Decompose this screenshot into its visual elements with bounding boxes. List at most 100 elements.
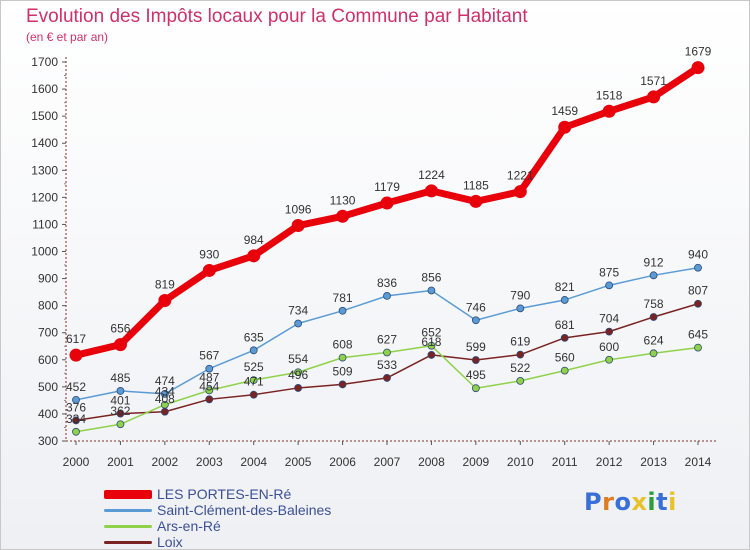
x-axis: 2000 2001 2002 2003 2004 2005 2006 2007 2008 2009… [63, 440, 718, 469]
data-label: 652 [421, 326, 441, 340]
data-label: 819 [155, 277, 175, 291]
data-point [649, 349, 658, 358]
data-label: 940 [688, 248, 708, 262]
data-point [558, 120, 572, 134]
data-label: 1130 [330, 193, 356, 207]
data-point [291, 219, 305, 233]
data-label: 856 [421, 270, 441, 284]
data-point [294, 384, 303, 392]
legend-item: Saint-Clément-des-Baleines [104, 502, 331, 518]
y-axis: 300 400 500 600 700 800 900 1000 1100 1200 1300 140… [31, 55, 67, 448]
data-point [160, 400, 169, 409]
legend-item: LES PORTES-EN-Ré [104, 486, 331, 502]
x-tick-label: 2011 [552, 455, 578, 469]
data-label: 704 [599, 312, 619, 326]
data-point [513, 185, 527, 199]
x-tick-label: 2001 [107, 455, 134, 469]
y-tick-label: 1200 [31, 190, 58, 204]
logo-letter: P [584, 488, 603, 516]
data-label: 560 [555, 351, 575, 365]
data-point [516, 377, 525, 385]
x-tick-label: 2012 [596, 455, 623, 469]
data-point [560, 296, 569, 304]
data-point [383, 374, 391, 382]
data-point [113, 338, 127, 352]
logo-letter: o [614, 488, 632, 516]
data-label: 599 [466, 340, 486, 354]
data-label: 746 [466, 300, 486, 314]
y-tick-label: 1500 [31, 109, 58, 123]
data-label: 495 [466, 368, 486, 382]
data-point [471, 384, 480, 393]
data-label: 401 [110, 394, 130, 408]
data-point [605, 281, 614, 290]
data-point [205, 395, 214, 404]
data-label: 434 [155, 385, 175, 399]
data-label: 984 [244, 233, 264, 247]
y-tick-label: 400 [38, 407, 58, 421]
data-label: 509 [333, 364, 353, 378]
data-point [116, 387, 125, 395]
data-label: 474 [155, 374, 175, 388]
legend-label: Ars-en-Ré [157, 518, 221, 534]
data-point [605, 355, 614, 364]
data-point [560, 333, 569, 342]
data-point [471, 356, 480, 364]
data-point [647, 90, 661, 104]
data-point [471, 316, 480, 325]
data-label: 522 [510, 361, 530, 375]
data-point [338, 353, 347, 362]
data-label: 567 [199, 349, 219, 363]
data-point [72, 395, 80, 404]
data-point [694, 343, 702, 352]
data-point [427, 341, 436, 350]
data-point [69, 348, 83, 362]
data-point [160, 389, 169, 398]
data-point [336, 209, 350, 223]
x-tick-label: 2006 [329, 455, 356, 469]
data-point [516, 350, 525, 359]
data-point [380, 196, 394, 210]
data-point [338, 306, 347, 315]
legend-item: Ars-en-Ré [104, 518, 331, 534]
data-point [116, 420, 125, 429]
data-label: 525 [244, 360, 264, 374]
data-label: 454 [199, 379, 219, 393]
legend-swatch [104, 540, 152, 544]
x-tick-label: 2004 [240, 455, 267, 469]
logo-letter: t [656, 488, 669, 516]
data-label: 533 [377, 358, 397, 372]
legend-label: Loix [157, 534, 183, 550]
data-label: 618 [421, 335, 441, 349]
data-point [649, 313, 658, 321]
data-point [427, 351, 436, 359]
data-point [202, 263, 216, 277]
data-point [338, 380, 347, 389]
data-label: 1179 [374, 180, 400, 194]
y-tick-label: 500 [38, 380, 58, 394]
y-tick-label: 1100 [32, 217, 58, 231]
data-label: 452 [66, 380, 86, 394]
data-point [249, 376, 258, 384]
data-label: 807 [688, 284, 708, 298]
chart-title: Evolution des Impôts locaux pour la Comm… [26, 6, 528, 27]
data-point [383, 291, 391, 300]
data-point [383, 348, 391, 357]
data-point [205, 386, 214, 395]
data-label: 781 [333, 291, 353, 305]
data-point [427, 286, 436, 295]
chart-legend: LES PORTES-EN-Ré Saint-Clément-des-Balein… [104, 486, 331, 550]
data-label: 1096 [285, 203, 312, 217]
data-point [72, 416, 80, 425]
logo-letter: i [668, 488, 677, 516]
data-label: 617 [66, 332, 86, 346]
data-label: 334 [66, 412, 86, 426]
data-point [469, 194, 483, 208]
data-point [294, 368, 303, 377]
data-label: 645 [688, 328, 708, 342]
series-layer [69, 61, 705, 436]
data-label: 600 [599, 340, 619, 354]
data-label: 1224 [418, 168, 445, 182]
data-point [249, 390, 258, 399]
